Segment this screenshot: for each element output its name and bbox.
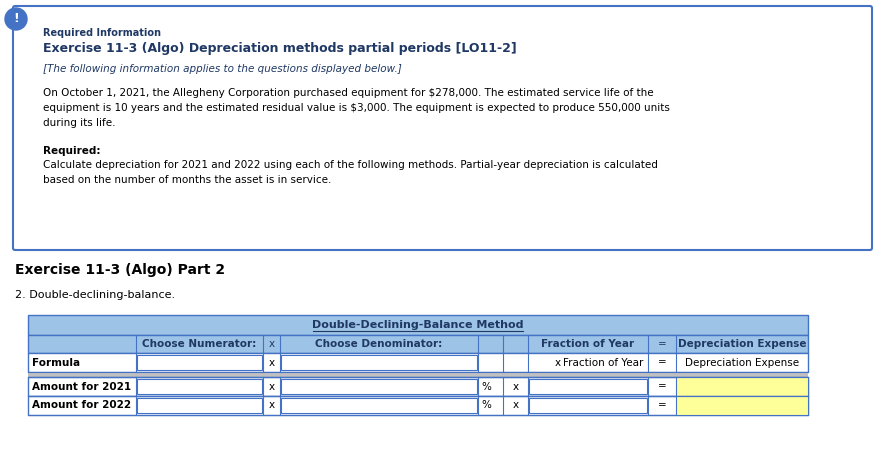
- Text: Fraction of Year: Fraction of Year: [541, 339, 635, 349]
- Text: Amount for 2021: Amount for 2021: [32, 382, 131, 391]
- Bar: [281, 398, 477, 413]
- Text: Double-Declining-Balance Method: Double-Declining-Balance Method: [313, 320, 524, 330]
- Bar: [137, 355, 262, 370]
- Text: %: %: [481, 382, 491, 391]
- Text: =: =: [657, 382, 666, 391]
- Text: x: x: [513, 400, 519, 411]
- Text: !: !: [13, 13, 19, 26]
- Text: Exercise 11-3 (Algo) Depreciation methods partial periods [LO11-2]: Exercise 11-3 (Algo) Depreciation method…: [43, 42, 517, 55]
- Text: On October 1, 2021, the Allegheny Corporation purchased equipment for $278,000. : On October 1, 2021, the Allegheny Corpor…: [43, 88, 670, 128]
- Text: Required:: Required:: [43, 146, 101, 156]
- Text: x: x: [269, 339, 274, 349]
- Text: x: x: [269, 382, 274, 391]
- Bar: [529, 398, 647, 413]
- Text: 2. Double-declining-balance.: 2. Double-declining-balance.: [15, 290, 175, 300]
- FancyBboxPatch shape: [13, 6, 872, 250]
- Circle shape: [5, 8, 27, 30]
- Bar: [137, 398, 262, 413]
- Text: Amount for 2022: Amount for 2022: [32, 400, 131, 411]
- Text: =: =: [657, 357, 666, 368]
- Text: Required Information: Required Information: [43, 28, 161, 38]
- Text: [The following information applies to the questions displayed below.]: [The following information applies to th…: [43, 64, 402, 74]
- Bar: [281, 379, 477, 394]
- Text: =: =: [657, 400, 666, 411]
- Text: x: x: [513, 382, 519, 391]
- Text: Depreciation Expense: Depreciation Expense: [685, 357, 799, 368]
- Bar: [28, 353, 808, 372]
- Text: Calculate depreciation for 2021 and 2022 using each of the following methods. Pa: Calculate depreciation for 2021 and 2022…: [43, 160, 658, 185]
- Bar: [281, 355, 477, 370]
- Bar: [28, 335, 808, 353]
- Bar: [28, 315, 808, 335]
- Text: =: =: [657, 339, 666, 349]
- Text: Fraction of Year: Fraction of Year: [563, 357, 643, 368]
- Text: x: x: [269, 357, 274, 368]
- Text: x: x: [269, 400, 274, 411]
- Text: Exercise 11-3 (Algo) Part 2: Exercise 11-3 (Algo) Part 2: [15, 263, 225, 277]
- Bar: [676, 396, 808, 415]
- Bar: [28, 396, 808, 415]
- Bar: [529, 379, 647, 394]
- Text: Formula: Formula: [32, 357, 80, 368]
- Text: Depreciation Expense: Depreciation Expense: [678, 339, 806, 349]
- Bar: [28, 377, 808, 396]
- Text: Choose Denominator:: Choose Denominator:: [315, 339, 443, 349]
- Text: x: x: [555, 357, 561, 368]
- Bar: [28, 372, 808, 377]
- Text: %: %: [481, 400, 491, 411]
- Bar: [676, 377, 808, 396]
- Bar: [137, 379, 262, 394]
- Text: Choose Numerator:: Choose Numerator:: [142, 339, 256, 349]
